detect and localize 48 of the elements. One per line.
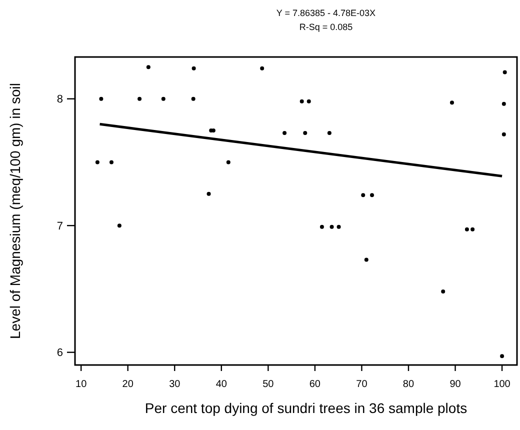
point xyxy=(330,224,334,229)
point xyxy=(361,193,366,198)
point xyxy=(336,224,341,229)
point xyxy=(161,96,166,101)
point xyxy=(306,99,311,104)
chart-title: Y = 7.86385 - 4.78E-03X xyxy=(276,8,376,18)
point xyxy=(191,96,196,101)
point xyxy=(192,66,196,70)
point xyxy=(364,258,368,262)
point xyxy=(320,224,324,229)
point xyxy=(502,102,506,106)
point xyxy=(441,289,446,294)
point xyxy=(303,131,308,136)
point xyxy=(300,99,304,104)
point xyxy=(109,160,114,164)
x-tick-label: 30 xyxy=(169,379,181,390)
point xyxy=(500,354,504,358)
point xyxy=(95,160,100,164)
x-tick-label: 80 xyxy=(402,379,414,390)
point xyxy=(327,131,332,136)
x-tick-label: 70 xyxy=(356,379,368,390)
point xyxy=(226,160,230,164)
x-tick-label: 60 xyxy=(309,379,321,390)
y-axis-title: Level of Magnesium (meq/100 gm) in soil xyxy=(7,82,23,340)
y-tick-label: 8 xyxy=(56,94,63,106)
x-axis-title: Per cent top dying of sundri trees in 36 sample plots xyxy=(144,400,468,416)
chart-subtitle: R-Sq = 0.085 xyxy=(299,22,353,32)
point xyxy=(502,132,506,136)
point xyxy=(117,224,122,228)
x-tick-label: 90 xyxy=(450,379,462,390)
point xyxy=(470,227,475,232)
x-tick-label: 40 xyxy=(216,379,228,390)
point xyxy=(502,70,507,74)
point xyxy=(450,100,454,105)
y-tick-label: 6 xyxy=(56,347,63,360)
point xyxy=(370,193,374,198)
point xyxy=(146,65,150,70)
x-tick-label: 20 xyxy=(122,379,134,390)
point xyxy=(282,131,287,136)
point xyxy=(260,66,264,70)
point xyxy=(464,227,469,232)
y-tick-label: 7 xyxy=(56,220,63,232)
point xyxy=(99,96,104,101)
x-tick-label: 10 xyxy=(76,379,88,390)
point xyxy=(206,192,211,196)
x-tick-label: 100 xyxy=(494,379,511,390)
point xyxy=(138,96,142,101)
x-tick-label: 50 xyxy=(262,379,274,390)
